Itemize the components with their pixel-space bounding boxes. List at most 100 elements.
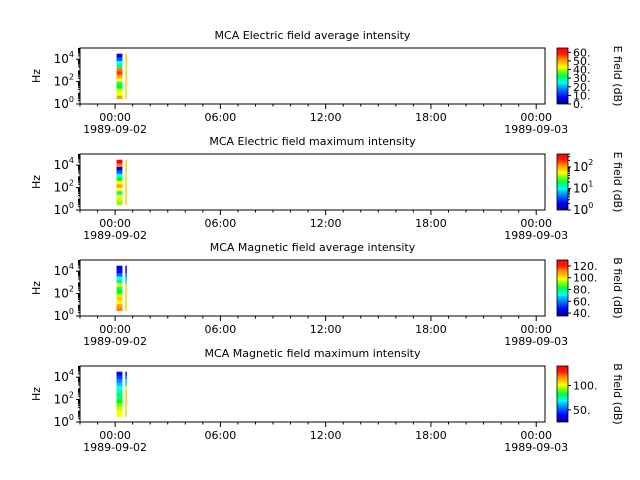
spectrogram-cell — [125, 382, 127, 386]
spectrogram-panel-4: MCA Magnetic field maximum intensity1001… — [30, 347, 624, 454]
x-tick-label: 18:00 — [415, 323, 447, 336]
spectrogram-cell — [125, 375, 127, 380]
y-tick-label: 100 — [54, 95, 74, 111]
spectrogram-cell — [125, 166, 127, 171]
spectrogram-cell — [125, 279, 127, 284]
y-tick-label: 102 — [54, 391, 74, 407]
colorbar-tick-label-base: 10 — [573, 181, 588, 195]
colorbar-tick-label: 0. — [573, 98, 584, 111]
spectrogram-cell — [116, 159, 123, 164]
colorbar-tick-label: 60. — [573, 295, 591, 308]
y-tick-label: 104 — [54, 368, 74, 384]
x-tick-label: 06:00 — [205, 111, 237, 124]
x-tick-label: 12:00 — [310, 429, 342, 442]
colorbar-tick-label-base: 10 — [573, 160, 588, 174]
x-tick-label: 12:00 — [310, 323, 342, 336]
y-tick-label-exp: 2 — [69, 73, 74, 82]
spectrogram-cell — [116, 81, 123, 86]
x-tick-label: 06:00 — [205, 323, 237, 336]
spectrogram-cell — [125, 159, 127, 164]
spectrogram-cell — [125, 190, 127, 195]
x-tick-label: 00:00 — [99, 111, 131, 124]
colorbar-label: B field (dB) — [611, 257, 624, 318]
y-tick-label-exp: 2 — [69, 179, 74, 188]
colorbar — [556, 259, 569, 317]
spectrogram-cell — [125, 187, 127, 192]
colorbar — [556, 365, 569, 423]
x-tick-label: 18:00 — [415, 429, 447, 442]
colorbar-tick-label: 120. — [573, 260, 598, 273]
spectrogram-cell — [125, 64, 127, 68]
spectrogram-cell — [116, 60, 123, 65]
spectrogram-cell — [125, 413, 127, 418]
spectrogram-cell — [116, 303, 123, 308]
y-tick-label-exp: 0 — [69, 413, 74, 422]
panel-title: MCA Magnetic field average intensity — [210, 241, 416, 254]
spectrogram-cell — [125, 392, 127, 397]
axes-frame — [79, 365, 546, 423]
spectrogram-panel-3: MCA Magnetic field average intensity1001… — [30, 241, 624, 348]
spectrogram-cell — [116, 183, 123, 188]
y-tick-label-exp: 4 — [69, 262, 74, 271]
colorbar-tick-label: 20. — [573, 81, 591, 94]
spectrogram-cell — [125, 95, 127, 100]
spectrogram-cell — [116, 392, 123, 397]
y-tick-label-exp: 0 — [69, 201, 74, 210]
x-date-label: 1989-09-02 — [83, 335, 147, 348]
spectrogram-cell — [116, 286, 123, 291]
colorbar — [556, 153, 569, 211]
y-tick-label: 100 — [54, 201, 74, 217]
spectrogram-cell — [116, 194, 123, 199]
panel-title: MCA Magnetic field maximum intensity — [205, 347, 421, 360]
y-tick-label: 104 — [54, 156, 74, 172]
x-date-label: 1989-09-03 — [504, 441, 568, 454]
colorbar-tick-label-exp: 2 — [588, 158, 593, 167]
spectrogram-cell — [125, 176, 127, 181]
colorbar-tick-label: 10. — [573, 89, 591, 102]
spectrogram-cell — [116, 282, 123, 287]
spectrogram-cell — [116, 84, 123, 89]
spectrogram-cell — [116, 413, 123, 418]
spectrogram-cell — [116, 176, 123, 181]
x-tick-label: 00:00 — [520, 217, 552, 230]
spectrogram-cell — [125, 385, 127, 390]
y-tick-label: 102 — [54, 285, 74, 301]
x-tick-label: 00:00 — [520, 323, 552, 336]
x-date-label: 1989-09-02 — [83, 123, 147, 136]
spectrogram-cell — [116, 378, 123, 383]
y-tick-label-base: 10 — [54, 287, 69, 301]
spectrogram-cell — [125, 173, 127, 178]
spectrogram-cell — [116, 265, 123, 270]
panel-title: MCA Electric field maximum intensity — [209, 135, 416, 148]
spectrogram-cell — [125, 289, 127, 294]
spectrogram-cell — [116, 382, 123, 386]
spectrogram-cell — [116, 272, 123, 277]
colorbar-tick-label: 50. — [573, 55, 591, 68]
spectrogram-cell — [125, 282, 127, 287]
x-tick-label: 00:00 — [520, 111, 552, 124]
colorbar-tick-label: 50. — [573, 404, 591, 417]
y-tick-label-exp: 2 — [69, 285, 74, 294]
spectrogram-cell — [116, 53, 123, 58]
colorbar-tick-label-base: 10 — [573, 203, 588, 217]
spectrogram-cell — [116, 300, 123, 305]
spectrogram-cell — [125, 303, 127, 308]
spectrogram-cell — [116, 402, 123, 407]
y-tick-label: 104 — [54, 50, 74, 66]
spectrogram-cell — [116, 166, 123, 171]
x-tick-label: 06:00 — [205, 429, 237, 442]
colorbar-tick-label: 80. — [573, 283, 591, 296]
spectrogram-cell — [125, 378, 127, 383]
colorbar-tick-label-exp: 1 — [588, 179, 593, 188]
x-tick-label: 12:00 — [310, 217, 342, 230]
x-date-label: 1989-09-02 — [83, 229, 147, 242]
colorbar-tick-label: 100. — [573, 272, 598, 285]
spectrogram-cell — [116, 307, 123, 312]
colorbar-label: E field (dB) — [611, 46, 624, 107]
spectrogram-cell — [116, 375, 123, 380]
spectrogram-cell — [125, 180, 127, 185]
colorbar-label: E field (dB) — [611, 152, 624, 213]
spectrogram-cell — [116, 409, 123, 414]
spectrogram-cell — [125, 163, 127, 168]
spectrogram-cell — [125, 201, 127, 206]
